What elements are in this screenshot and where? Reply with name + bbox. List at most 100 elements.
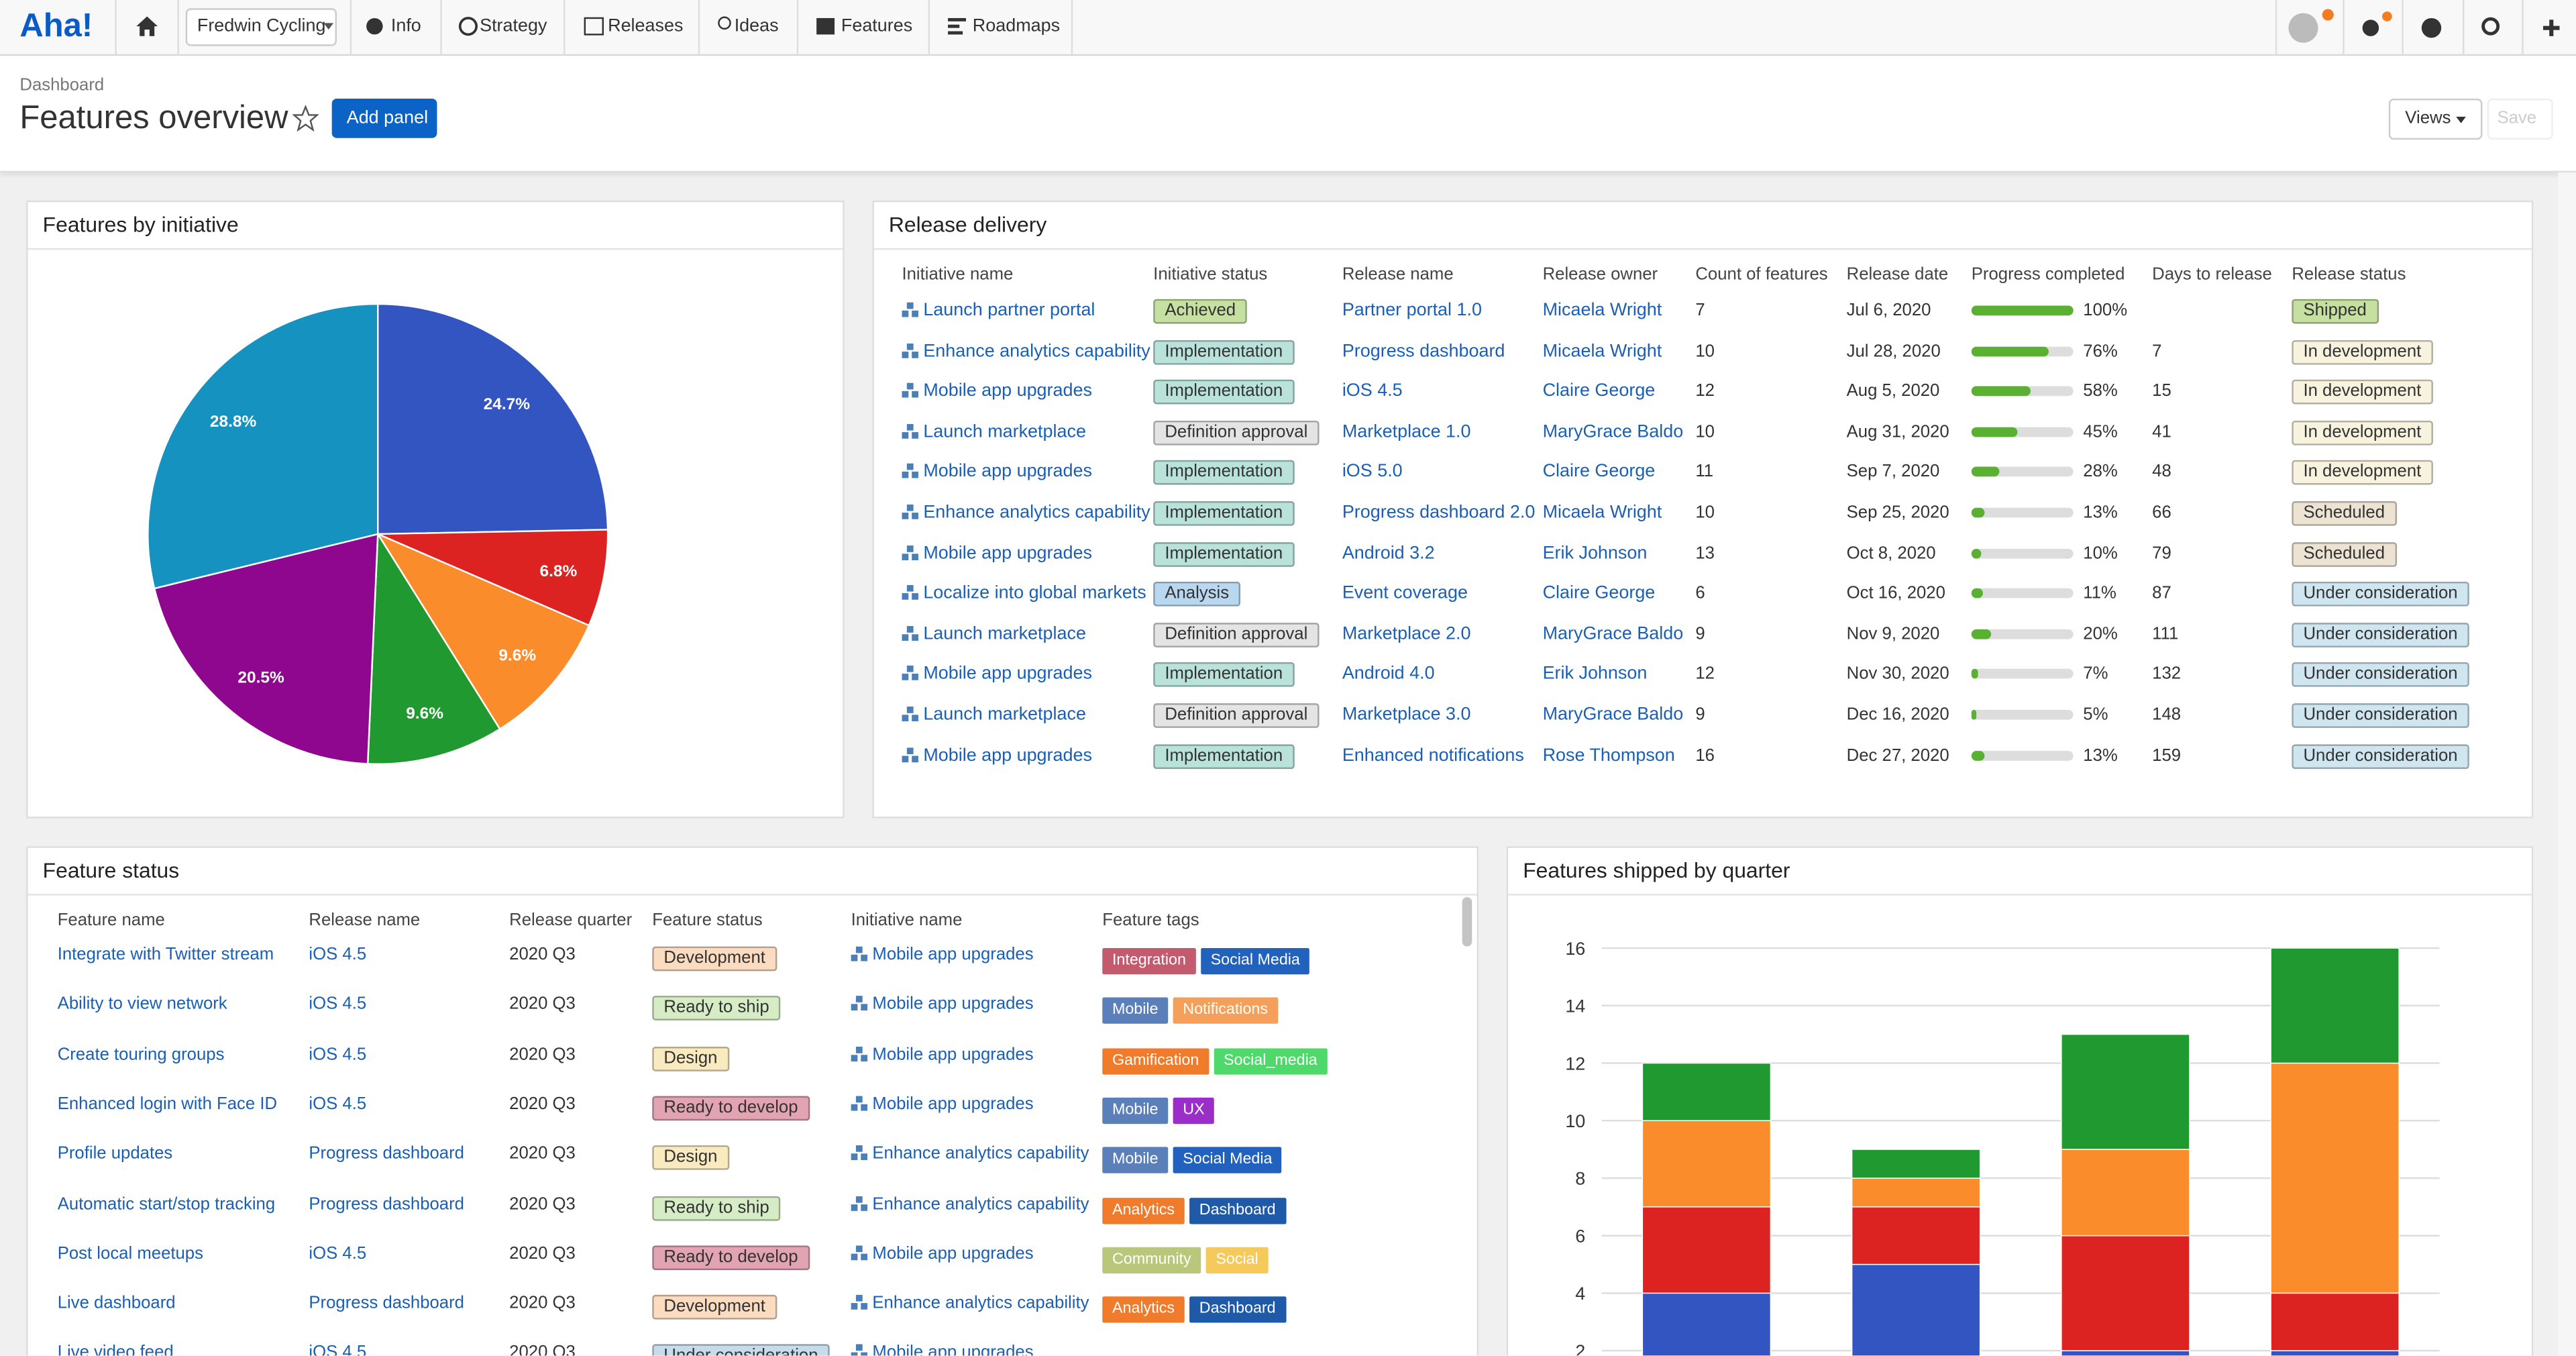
release-link[interactable]: iOS 4.5 [309,994,367,1014]
icon-part [902,715,909,722]
separator [115,0,117,54]
caret-glyph [2456,116,2466,123]
add-icon[interactable] [2543,19,2560,36]
release-link[interactable]: Partner portal 1.0 [1342,301,1482,321]
settings-icon[interactable] [2362,19,2379,36]
initiative-link[interactable]: Mobile app upgrades [923,664,1092,684]
initiative-link[interactable]: Mobile app upgrades [872,945,1034,965]
breadcrumb[interactable]: Dashboard [19,75,105,96]
release-link[interactable]: Marketplace 2.0 [1342,624,1471,644]
nav-item[interactable]: Ideas [734,16,779,36]
nav-item[interactable]: Info [390,16,421,36]
help-icon[interactable] [2421,17,2442,38]
star-icon[interactable] [292,105,319,132]
nav-item[interactable]: Roadmaps [972,16,1061,36]
feature-link[interactable]: Live video feed [57,1343,174,1356]
cell-text: 2020 Q3 [509,1194,576,1214]
feature-link[interactable]: Create touring groups [57,1044,225,1064]
workspace-select[interactable] [185,8,337,46]
owner-link[interactable]: Micaela Wright [1542,301,1662,321]
progress-bar [1971,709,1977,720]
owner-link[interactable]: Erik Johnson [1542,664,1648,684]
home-icon[interactable] [136,16,158,36]
release-link[interactable]: iOS 4.5 [309,1243,367,1263]
release-link[interactable]: iOS 5.0 [1342,462,1403,482]
initiative-link[interactable]: Mobile app upgrades [872,1243,1034,1263]
release-link[interactable]: Marketplace 3.0 [1342,705,1471,725]
initiative-link[interactable]: Mobile app upgrades [872,1343,1034,1356]
feature-link[interactable]: Automatic start/stop tracking [57,1194,276,1214]
owner-link[interactable]: Claire George [1542,583,1656,604]
cell-text: 15 [2152,381,2171,402]
owner-link[interactable]: Erik Johnson [1542,543,1648,564]
initiative-link[interactable]: Mobile app upgrades [923,745,1092,766]
cell-text: 9 [1695,624,1705,644]
initiative-link[interactable]: Enhance analytics capability [923,341,1150,361]
initiative-link[interactable]: Launch partner portal [923,301,1095,321]
release-link[interactable]: Progress dashboard [309,1293,464,1313]
release-link[interactable]: Progress dashboard [309,1143,464,1164]
initiative-link[interactable]: Enhance analytics capability [872,1143,1089,1164]
feature-link[interactable]: Ability to view network [57,994,227,1014]
feature-link[interactable]: Enhanced login with Face ID [57,1094,278,1114]
icon-part [855,1195,863,1202]
release-link[interactable]: iOS 4.5 [309,1094,367,1114]
icon-part [912,593,918,601]
owner-link[interactable]: Micaela Wright [1542,503,1662,523]
initiative-link[interactable]: Launch marketplace [923,421,1086,442]
owner-link[interactable]: Micaela Wright [1542,341,1662,361]
release-link[interactable]: Progress dashboard [309,1194,464,1214]
feature-link[interactable]: Integrate with Twitter stream [57,945,274,965]
scrollbar-thumb[interactable] [1462,897,1472,947]
column-header: Release owner [1542,264,1658,284]
bar-segment [1642,1062,1772,1121]
initiative-link[interactable]: Launch marketplace [923,705,1086,725]
initiative-link[interactable]: Launch marketplace [923,624,1086,644]
release-link[interactable]: Enhanced notifications [1342,745,1524,766]
release-link[interactable]: Event coverage [1342,583,1468,604]
logo[interactable]: Aha! [19,8,93,45]
icon-part [902,472,909,479]
owner-link[interactable]: Claire George [1542,462,1656,482]
add-panel-button[interactable] [331,98,437,138]
y-tick-label: 8 [1575,1169,1585,1189]
release-link[interactable]: Progress dashboard [1342,341,1505,361]
nav-item[interactable]: Releases [608,16,684,36]
nav-item[interactable]: Strategy [480,16,547,36]
star-glyph [292,105,319,132]
initiative-link[interactable]: Localize into global markets [923,583,1146,604]
release-link[interactable]: Android 4.0 [1342,664,1435,684]
owner-link[interactable]: Claire George [1542,381,1656,402]
feature-link[interactable]: Live dashboard [57,1293,176,1313]
views-button[interactable] [2388,98,2483,140]
feature-link[interactable]: Profile updates [57,1143,173,1164]
feature-tag: Social Media [1173,1147,1283,1174]
initiative-link[interactable]: Mobile app upgrades [923,381,1092,402]
initiative-link[interactable]: Mobile app upgrades [923,462,1092,482]
search-icon[interactable] [2481,17,2500,36]
initiative-link[interactable]: Mobile app upgrades [872,1044,1034,1064]
release-link[interactable]: Android 3.2 [1342,543,1435,564]
release-link[interactable]: iOS 4.5 [309,1044,367,1064]
release-link[interactable]: iOS 4.5 [309,1343,367,1356]
owner-link[interactable]: MaryGrace Baldo [1542,705,1684,725]
release-link[interactable]: Marketplace 1.0 [1342,421,1471,442]
feature-link[interactable]: Post local meetups [57,1243,203,1263]
right-icons[interactable] [2284,8,2576,48]
owner-link[interactable]: Rose Thompson [1542,745,1675,766]
owner-link[interactable]: MaryGrace Baldo [1542,421,1684,442]
release-link[interactable]: Progress dashboard 2.0 [1342,503,1536,523]
cell-text: 12 [1695,381,1715,402]
initiative-link[interactable]: Mobile app upgrades [872,994,1034,1014]
owner-link[interactable]: MaryGrace Baldo [1542,624,1684,644]
nav-item[interactable]: Features [841,16,913,36]
initiative-link[interactable]: Enhance analytics capability [923,503,1150,523]
avatar[interactable] [2288,13,2318,43]
initiative-link[interactable]: Mobile app upgrades [872,1094,1034,1114]
release-link[interactable]: iOS 4.5 [1342,381,1403,402]
release-link[interactable]: iOS 4.5 [309,945,367,965]
save-button[interactable] [2487,98,2553,140]
initiative-link[interactable]: Enhance analytics capability [872,1293,1089,1313]
initiative-link[interactable]: Mobile app upgrades [923,543,1092,564]
initiative-link[interactable]: Enhance analytics capability [872,1194,1089,1214]
